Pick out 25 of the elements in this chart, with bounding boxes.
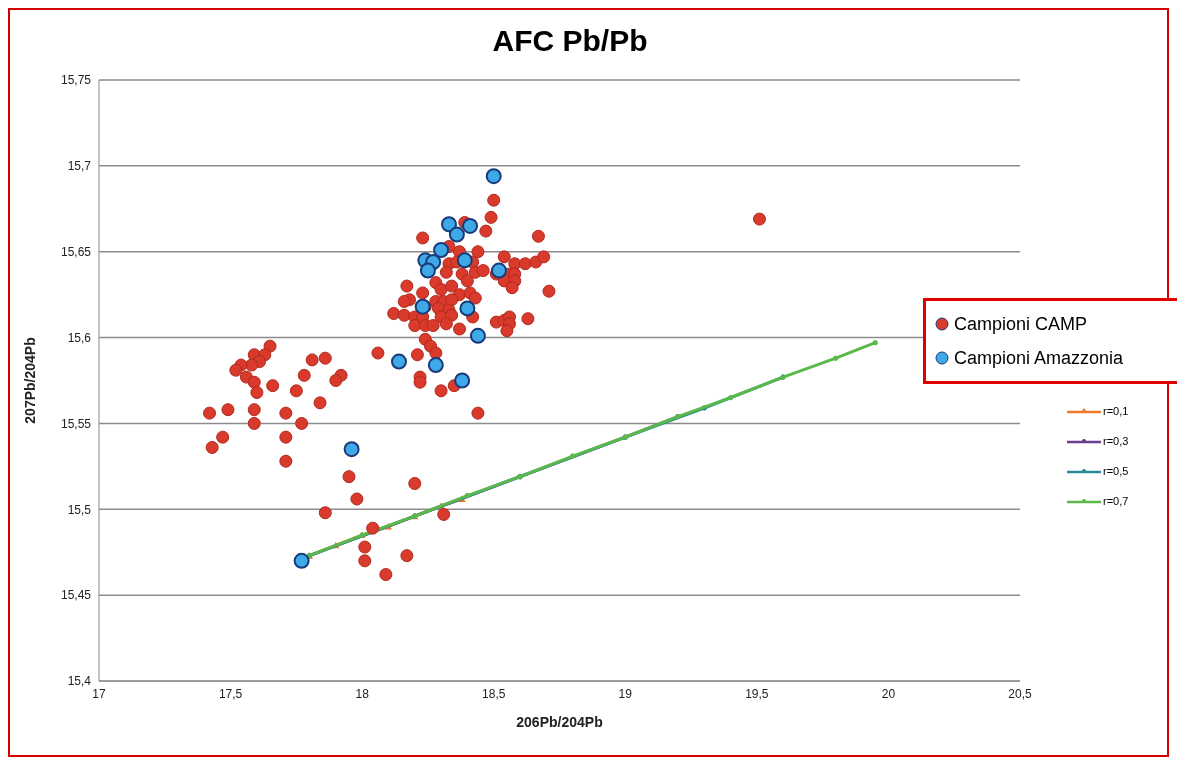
chart-title: AFC Pb/Pb — [491, 24, 649, 58]
x-tick-label: 18,5 — [482, 686, 506, 701]
x-tick-label: 19 — [618, 686, 633, 701]
y-tick-label: 15,45 — [60, 588, 92, 603]
x-axis-title: 206Pb/204Pb — [516, 714, 603, 730]
y-tick-label: 15,7 — [67, 159, 92, 174]
y-tick-label: 15,4 — [67, 674, 92, 689]
legend-label: r=0,1 — [1103, 405, 1129, 417]
y-tick-label: 15,6 — [67, 330, 92, 345]
x-tick-label: 19,5 — [745, 686, 769, 701]
y-tick-label: 15,55 — [60, 416, 92, 431]
legend-label: r=0,3 — [1103, 435, 1129, 447]
legend-label: Campioni Amazzonia — [954, 347, 1124, 369]
legend-label: Campioni CAMP — [954, 313, 1088, 335]
legend-label: r=0,7 — [1103, 495, 1129, 507]
x-tick-label: 20,5 — [1008, 686, 1032, 701]
x-tick-label: 17 — [92, 686, 106, 701]
y-tick-label: 15,75 — [60, 73, 92, 88]
y-tick-label: 15,5 — [67, 502, 92, 517]
x-tick-label: 20 — [881, 686, 896, 701]
x-tick-label: 17,5 — [218, 686, 243, 701]
x-tick-label: 18 — [355, 686, 370, 701]
y-axis-title: 207Pb/204Pb — [21, 337, 38, 424]
y-tick-label: 15,65 — [60, 244, 92, 259]
legend-label: r=0,5 — [1103, 465, 1129, 477]
